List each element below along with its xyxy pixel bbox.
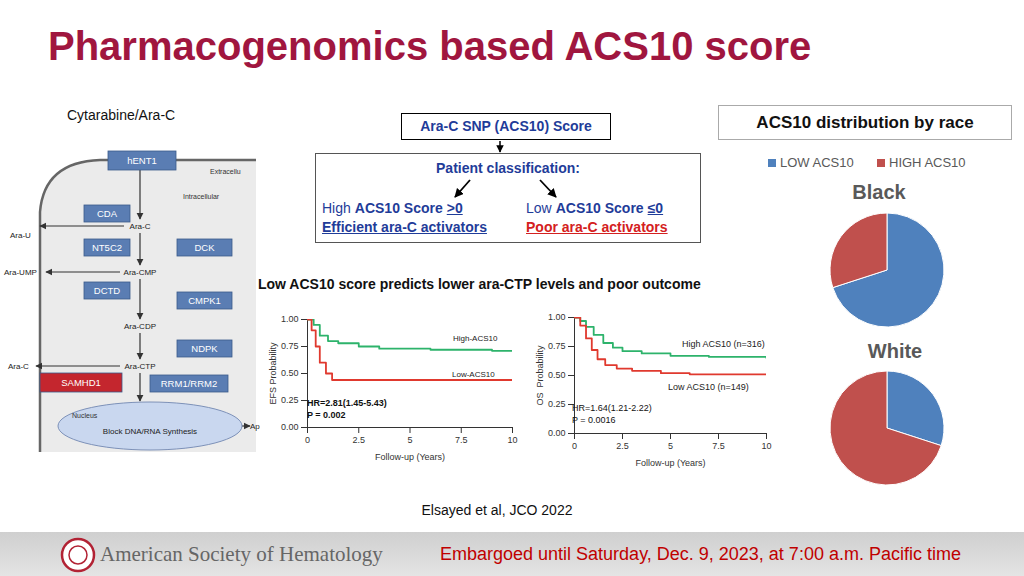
svg-text:5: 5	[668, 441, 673, 451]
html-text:American Society of Hematology: American Society of Hematology	[100, 542, 383, 566]
html-text:High ACS10 Score >0: High ACS10 Score >0	[322, 200, 463, 216]
svg-text:SAMHD1: SAMHD1	[61, 377, 101, 388]
svg-text:0.50: 0.50	[548, 370, 566, 380]
svg-text:hENT1: hENT1	[127, 155, 157, 166]
svg-text:10: 10	[507, 435, 517, 445]
svg-text:Ara-C: Ara-C	[130, 222, 151, 231]
svg-text:0.25: 0.25	[548, 399, 566, 409]
svg-text:10: 10	[761, 441, 771, 451]
svg-text:0: 0	[305, 435, 310, 445]
html-text:High ACS10 (n=316): High ACS10 (n=316)	[682, 339, 765, 349]
svg-text:Follow-up (Years): Follow-up (Years)	[375, 452, 445, 462]
html-text:Efficient ara-C activators: Efficient ara-C activators	[322, 219, 487, 235]
svg-text:7.5: 7.5	[712, 441, 725, 451]
svg-text:Follow-up (Years): Follow-up (Years)	[635, 458, 705, 468]
svg-text:OS Probability: OS Probability	[535, 345, 545, 406]
html-text:Pharmacogenomics based ACS10 s: Pharmacogenomics based ACS10 score	[48, 24, 812, 68]
svg-text:Nucleus: Nucleus	[72, 412, 98, 419]
svg-text:5: 5	[407, 435, 412, 445]
svg-text:2.5: 2.5	[352, 435, 365, 445]
svg-text:LOW ACS10: LOW ACS10	[780, 155, 854, 170]
html-text:P = 0.002: P = 0.002	[307, 410, 346, 420]
svg-text:2.5: 2.5	[616, 441, 629, 451]
svg-text:0.75: 0.75	[281, 341, 299, 351]
svg-text:White: White	[868, 340, 922, 362]
svg-text:0.00: 0.00	[548, 428, 566, 438]
svg-text:Extracellu: Extracellu	[210, 168, 241, 175]
svg-text:NDPK: NDPK	[191, 343, 218, 354]
svg-text:NT5C2: NT5C2	[92, 242, 122, 253]
svg-text:Black: Black	[852, 181, 906, 203]
svg-text:0.50: 0.50	[281, 368, 299, 378]
html-text:HR=1.64(1.21-2.22): HR=1.64(1.21-2.22)	[572, 403, 652, 413]
svg-text:CDA: CDA	[97, 208, 118, 219]
html-text:Low ACS10 Score ≤0: Low ACS10 Score ≤0	[526, 200, 664, 216]
svg-text:Ara-UMP: Ara-UMP	[4, 268, 37, 277]
html-text:P = 0.0016: P = 0.0016	[572, 415, 616, 425]
svg-text:1.00: 1.00	[548, 312, 566, 322]
svg-text:1.00: 1.00	[281, 314, 299, 324]
html-text:Patient classification:: Patient classification:	[436, 160, 580, 176]
html-text:Low-ACS10: Low-ACS10	[452, 370, 495, 379]
svg-text:DCK: DCK	[194, 242, 215, 253]
html-text:Embargoed until Saturday, Dec.: Embargoed until Saturday, Dec. 9, 2023, …	[440, 544, 961, 564]
html-text:High-ACS10: High-ACS10	[453, 334, 498, 343]
html-text:Poor ara-C activators: Poor ara-C activators	[526, 219, 668, 235]
svg-text:DCTD: DCTD	[94, 285, 121, 296]
svg-text:Ara-CMP: Ara-CMP	[124, 268, 157, 277]
svg-text:0.25: 0.25	[281, 395, 299, 405]
svg-text:0.00: 0.00	[281, 422, 299, 432]
html-text:Ara-C SNP (ACS10) Score: Ara-C SNP (ACS10) Score	[420, 118, 592, 134]
svg-text:Ap: Ap	[250, 422, 260, 431]
html-text:ACS10 distribution by race: ACS10 distribution by race	[756, 113, 974, 132]
svg-text:Ara-U: Ara-U	[10, 231, 31, 240]
svg-text:Intracellular: Intracellular	[183, 193, 220, 200]
svg-text:7.5: 7.5	[455, 435, 468, 445]
svg-text:RRM1/RRM2: RRM1/RRM2	[161, 378, 217, 389]
svg-text:Block DNA/RNA Synthesis: Block DNA/RNA Synthesis	[103, 427, 197, 436]
svg-text:EFS Probability: EFS Probability	[268, 342, 278, 405]
html-text:Low ACS10 (n=149): Low ACS10 (n=149)	[668, 382, 749, 392]
html-text:Cytarabine/Ara-C: Cytarabine/Ara-C	[67, 107, 176, 123]
html-text:Elsayed et al, JCO 2022: Elsayed et al, JCO 2022	[421, 502, 573, 518]
svg-text:Ara-CTP: Ara-CTP	[124, 362, 155, 371]
svg-text:CMPK1: CMPK1	[188, 295, 221, 306]
svg-text:0.75: 0.75	[548, 341, 566, 351]
html-text:Low ACS10 score predicts lower: Low ACS10 score predicts lower ara-CTP l…	[258, 276, 701, 292]
svg-text:Ara-C: Ara-C	[8, 362, 29, 371]
html-text:HR=2.81(1.45-5.43): HR=2.81(1.45-5.43)	[307, 398, 387, 408]
svg-text:Ara-CDP: Ara-CDP	[124, 322, 156, 331]
svg-text:0: 0	[572, 441, 577, 451]
svg-text:HIGH ACS10: HIGH ACS10	[889, 155, 966, 170]
